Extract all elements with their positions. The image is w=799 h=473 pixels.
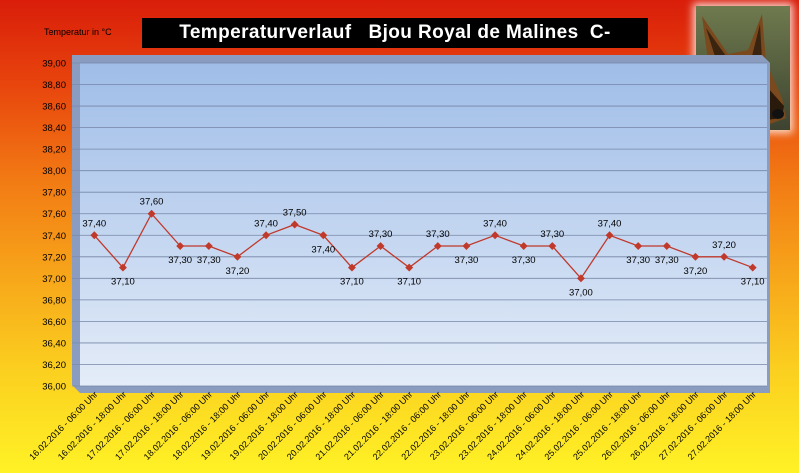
data-point bbox=[634, 242, 643, 250]
data-label: 37,50 bbox=[283, 208, 307, 219]
data-point bbox=[204, 242, 213, 250]
data-label: 37,40 bbox=[311, 244, 335, 255]
data-label: 37,30 bbox=[512, 255, 536, 266]
data-label: 37,00 bbox=[569, 287, 593, 298]
data-point bbox=[90, 231, 99, 240]
y-tick-label: 36,80 bbox=[42, 295, 66, 306]
y-tick-label: 36,00 bbox=[42, 382, 66, 393]
y-tick-label: 38,60 bbox=[42, 102, 66, 113]
data-point bbox=[548, 242, 557, 250]
y-tick-label: 37,00 bbox=[42, 274, 66, 285]
y-tick-label: 37,80 bbox=[42, 188, 66, 199]
data-point bbox=[376, 242, 385, 250]
y-axis-label: Temperatur in °C bbox=[44, 27, 112, 37]
data-point bbox=[605, 231, 614, 240]
data-point bbox=[233, 252, 242, 261]
data-label: 37,30 bbox=[540, 229, 564, 240]
data-label: 37,30 bbox=[168, 255, 192, 266]
data-label: 37,30 bbox=[626, 255, 650, 266]
data-point bbox=[176, 242, 185, 250]
data-point bbox=[576, 274, 585, 283]
y-tick-label: 37,20 bbox=[42, 252, 66, 263]
data-label: 37,10 bbox=[741, 277, 765, 288]
data-point bbox=[433, 242, 442, 250]
chart-title: Temperaturverlauf Bjou Royal de Malines … bbox=[142, 18, 648, 48]
data-point bbox=[491, 231, 500, 240]
y-tick-label: 37,60 bbox=[42, 209, 66, 220]
data-label: 37,30 bbox=[655, 255, 679, 266]
series-line bbox=[93, 212, 753, 280]
y-tick-label: 39,00 bbox=[42, 59, 66, 70]
y-tick-label: 38,20 bbox=[42, 145, 66, 156]
data-label: 37,40 bbox=[483, 218, 507, 229]
data-label: 37,20 bbox=[684, 266, 708, 277]
data-label: 37,30 bbox=[455, 255, 479, 266]
data-point bbox=[347, 263, 356, 272]
y-tick-label: 36,60 bbox=[42, 317, 66, 328]
data-point bbox=[519, 242, 528, 250]
y-tick-label: 36,20 bbox=[42, 360, 66, 371]
data-label: 37,30 bbox=[426, 229, 450, 240]
data-point bbox=[319, 231, 328, 240]
data-label: 37,30 bbox=[197, 255, 221, 266]
data-label: 37,60 bbox=[140, 197, 164, 208]
y-tick-label: 36,40 bbox=[42, 338, 66, 349]
data-label: 37,40 bbox=[598, 218, 622, 229]
data-label: 37,40 bbox=[254, 218, 278, 229]
data-label: 37,20 bbox=[712, 240, 736, 251]
y-tick-label: 37,40 bbox=[42, 231, 66, 242]
data-label: 37,10 bbox=[111, 277, 135, 288]
y-tick-label: 38,00 bbox=[42, 166, 66, 177]
y-tick-label: 38,40 bbox=[42, 123, 66, 134]
data-point bbox=[147, 209, 156, 218]
data-point bbox=[748, 263, 757, 272]
y-tick-label: 38,80 bbox=[42, 80, 66, 91]
data-point bbox=[662, 242, 671, 250]
data-point bbox=[405, 263, 414, 272]
data-label: 37,20 bbox=[226, 266, 250, 277]
data-label: 37,10 bbox=[340, 277, 364, 288]
data-point bbox=[462, 242, 471, 250]
data-label: 37,10 bbox=[397, 277, 421, 288]
data-label: 37,40 bbox=[82, 218, 106, 229]
data-label: 37,30 bbox=[369, 229, 393, 240]
plot-area bbox=[80, 63, 767, 386]
data-point bbox=[290, 220, 299, 229]
data-point bbox=[262, 231, 271, 240]
